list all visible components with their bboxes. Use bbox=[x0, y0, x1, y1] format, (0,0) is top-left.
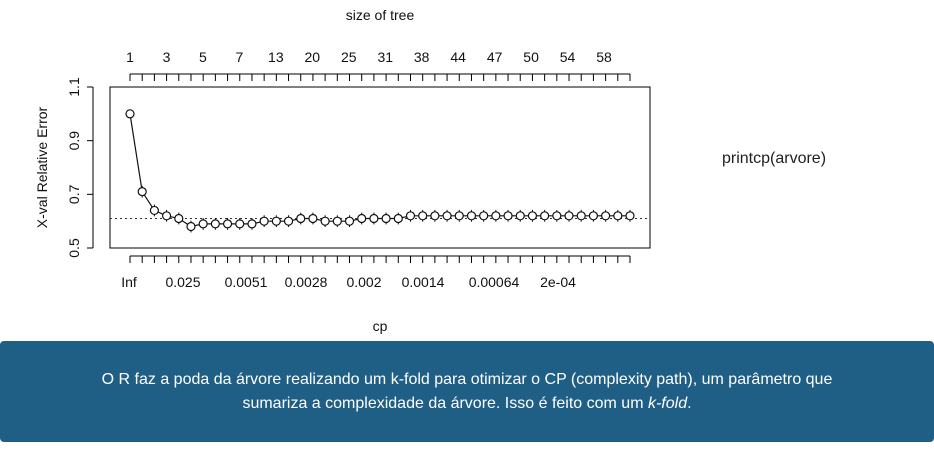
data-point bbox=[393, 213, 403, 224]
y-axis-label: X-val Relative Error bbox=[34, 106, 50, 228]
data-point bbox=[198, 219, 208, 229]
data-point bbox=[491, 211, 501, 221]
data-point bbox=[222, 219, 233, 229]
data-point bbox=[344, 216, 355, 226]
banner-line-2: sumariza a complexidade da árvore. Isso … bbox=[242, 394, 648, 412]
y-tick-label: 0.5 bbox=[66, 238, 82, 258]
data-point bbox=[149, 205, 159, 216]
data-point bbox=[271, 216, 281, 226]
data-point bbox=[527, 211, 538, 221]
side-note-code: printcp(arvore) bbox=[722, 150, 827, 167]
data-point bbox=[454, 211, 464, 221]
bottom-tick-label: Inf bbox=[121, 274, 137, 290]
data-point bbox=[235, 219, 245, 229]
top-tick-label: 58 bbox=[596, 49, 612, 65]
data-point bbox=[381, 213, 391, 224]
x-axis-label: cp bbox=[373, 318, 388, 334]
plot-frame bbox=[109, 86, 651, 249]
bottom-tick-label: 0.002 bbox=[346, 274, 381, 290]
data-point bbox=[405, 211, 416, 221]
data-point bbox=[613, 211, 623, 221]
data-point bbox=[369, 213, 379, 224]
top-tick-label: 13 bbox=[268, 49, 284, 65]
top-tick-label: 7 bbox=[235, 49, 243, 65]
bottom-tick-label: 0.0014 bbox=[402, 274, 445, 290]
info-banner: O R faz a poda da árvore realizando um k… bbox=[0, 341, 934, 442]
y-tick-label: 0.7 bbox=[66, 184, 82, 204]
data-point bbox=[210, 219, 220, 229]
data-point bbox=[161, 211, 172, 221]
banner-line-1: O R faz a poda da árvore realizando um k… bbox=[101, 370, 833, 388]
data-point bbox=[601, 211, 611, 221]
data-point bbox=[588, 211, 599, 221]
bottom-tick-label: 2e-04 bbox=[540, 274, 576, 290]
top-tick-label: 44 bbox=[450, 49, 466, 65]
data-point bbox=[357, 213, 367, 224]
data-point bbox=[308, 213, 318, 224]
top-tick-label: 47 bbox=[487, 49, 503, 65]
data-point bbox=[418, 211, 428, 221]
top-tick-label: 20 bbox=[305, 49, 321, 65]
top-tick-label: 5 bbox=[199, 49, 207, 65]
data-point bbox=[186, 221, 196, 232]
data-point bbox=[283, 216, 294, 226]
data-point bbox=[564, 211, 574, 221]
top-tick-label: 31 bbox=[377, 49, 393, 65]
top-tick-label: 50 bbox=[523, 49, 539, 65]
data-point bbox=[430, 211, 440, 221]
data-point bbox=[503, 211, 513, 221]
top-tick-label: 25 bbox=[341, 49, 357, 65]
bottom-tick-label: 0.0028 bbox=[285, 274, 328, 290]
data-point bbox=[247, 219, 257, 229]
bottom-tick-label: 0.025 bbox=[165, 274, 200, 290]
data-point bbox=[479, 211, 489, 221]
data-point bbox=[576, 211, 586, 221]
data-point bbox=[259, 216, 269, 226]
data-point bbox=[320, 216, 330, 226]
bottom-tick-label: 0.00064 bbox=[469, 274, 520, 290]
data-point bbox=[174, 213, 184, 224]
data-point bbox=[137, 187, 147, 197]
data-point bbox=[625, 211, 635, 221]
data-point bbox=[296, 213, 306, 224]
series-line bbox=[129, 113, 630, 228]
data-point bbox=[552, 211, 562, 221]
data-point bbox=[332, 216, 342, 226]
y-tick-label: 1.1 bbox=[66, 77, 82, 97]
top-tick-label: 3 bbox=[163, 49, 171, 65]
top-tick-label: 54 bbox=[560, 49, 576, 65]
top-axis-title: size of tree bbox=[346, 7, 415, 23]
data-point bbox=[125, 109, 135, 119]
data-point bbox=[442, 211, 452, 221]
bottom-tick-label: 0.0051 bbox=[225, 274, 268, 290]
top-tick-label: 38 bbox=[414, 49, 430, 65]
data-point bbox=[540, 211, 550, 221]
banner-kfold-term: k-fold bbox=[647, 394, 688, 412]
data-point bbox=[466, 211, 477, 221]
y-tick-label: 0.9 bbox=[66, 131, 82, 151]
banner-line-2-end: . bbox=[687, 394, 692, 412]
top-tick-label: 1 bbox=[126, 49, 134, 65]
data-point bbox=[515, 211, 525, 221]
